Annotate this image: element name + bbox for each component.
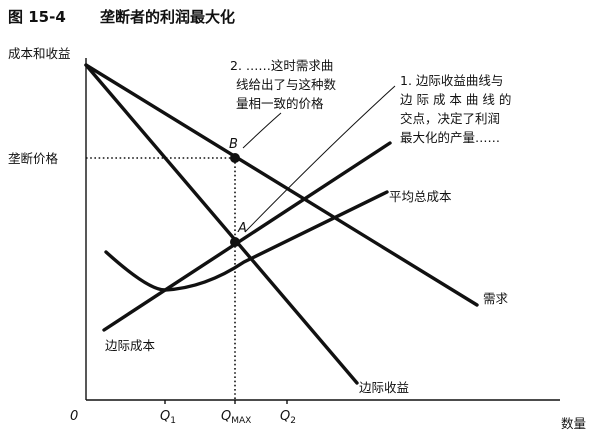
q2-tick-label: Q2	[280, 409, 296, 426]
marginal-revenue-label: 边际收益	[359, 380, 409, 395]
svg-text:边 际 成 本 曲 线 的: 边 际 成 本 曲 线 的	[400, 92, 511, 107]
average-total-cost-curve	[104, 190, 389, 292]
svg-text:最大化的产量……: 最大化的产量……	[400, 130, 500, 145]
point-a-marker	[230, 237, 240, 247]
marginal-revenue-curve	[84, 63, 359, 385]
svg-text:量相一致的价格: 量相一致的价格	[236, 96, 324, 111]
demand-curve-label: 需求	[483, 291, 509, 306]
origin-label: 0	[70, 409, 78, 424]
svg-text:线给出了与这种数: 线给出了与这种数	[236, 77, 337, 92]
annotation-mr-mc-leader	[244, 85, 396, 233]
svg-text:1. 边际收益曲线与: 1. 边际收益曲线与	[400, 73, 503, 88]
marginal-cost-label: 边际成本	[105, 338, 156, 353]
demand-curve	[84, 63, 479, 307]
svg-text:2. ……这时需求曲: 2. ……这时需求曲	[230, 58, 333, 73]
annotation-demand-price: 2. ……这时需求曲 线给出了与这种数 量相一致的价格	[230, 58, 337, 111]
point-b-marker	[230, 153, 240, 163]
annotation-demand-price-leader	[242, 112, 282, 149]
monopoly-price-label: 垄断价格	[8, 151, 59, 166]
figure-number: 图 15-4	[8, 8, 66, 26]
svg-text:交点，决定了利润: 交点，决定了利润	[400, 111, 500, 126]
x-axis-label: 数量	[561, 416, 586, 431]
qmax-tick-label: QMAX	[221, 409, 251, 426]
marginal-cost-curve	[102, 141, 392, 332]
average-total-cost-label: 平均总成本	[389, 189, 452, 204]
point-b-label: B	[229, 137, 238, 152]
point-a-label: A	[237, 221, 247, 236]
annotation-mr-mc-intersection: 1. 边际收益曲线与 边 际 成 本 曲 线 的 交点，决定了利润 最大化的产量…	[400, 73, 511, 145]
y-axis-label: 成本和收益	[8, 46, 71, 61]
q1-tick-label: Q1	[160, 409, 176, 426]
figure-title: 垄断者的利润最大化	[100, 8, 235, 26]
